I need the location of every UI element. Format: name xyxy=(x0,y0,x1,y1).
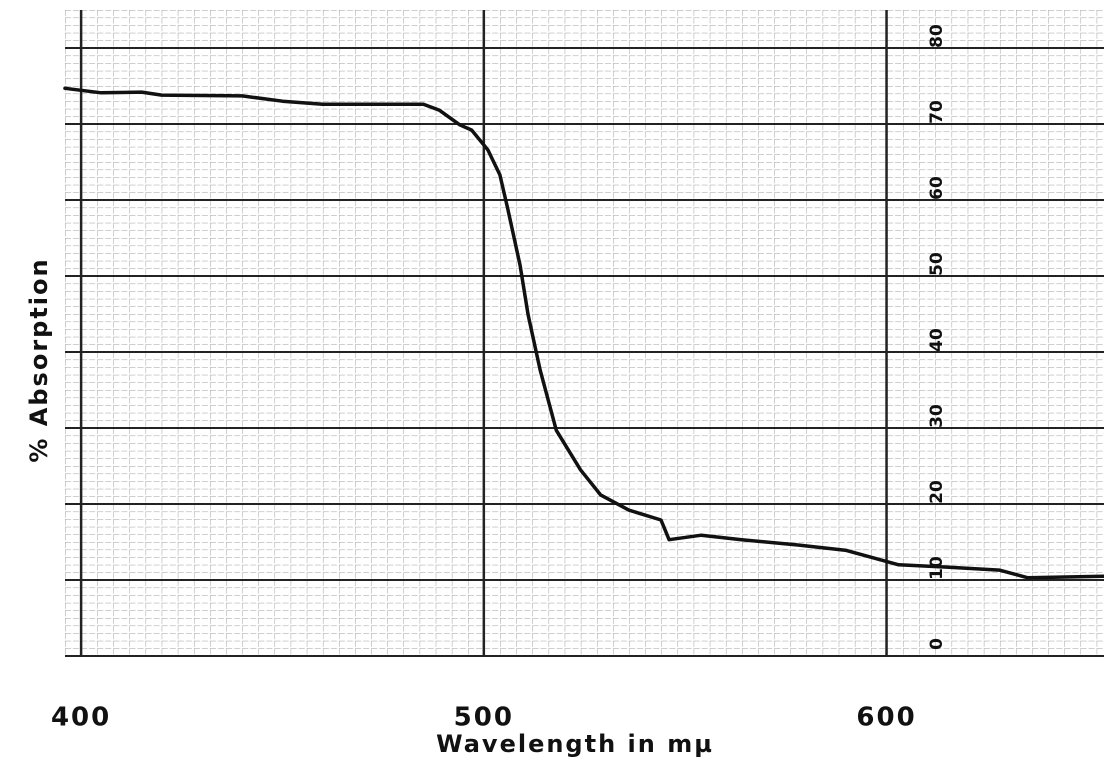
x-axis-title: Wavelength in mµ xyxy=(436,730,714,758)
y-tick-label: 0 xyxy=(927,638,947,650)
x-tick-label: 600 xyxy=(856,703,916,733)
data-line xyxy=(63,86,1104,580)
y-tick-label: 30 xyxy=(927,404,947,428)
y-tick-label: 70 xyxy=(927,100,947,124)
x-tick-label: 400 xyxy=(51,703,111,733)
x-tick-label: 500 xyxy=(454,703,514,733)
graph-paper xyxy=(65,10,1104,656)
y-tick-label: 50 xyxy=(927,252,947,276)
y-tick-label: 60 xyxy=(927,176,947,200)
y-tick-label: 40 xyxy=(927,328,947,352)
y-tick-label: 80 xyxy=(927,24,947,48)
y-axis-title: % Absorption xyxy=(25,257,53,462)
y-tick-label: 20 xyxy=(927,480,947,504)
